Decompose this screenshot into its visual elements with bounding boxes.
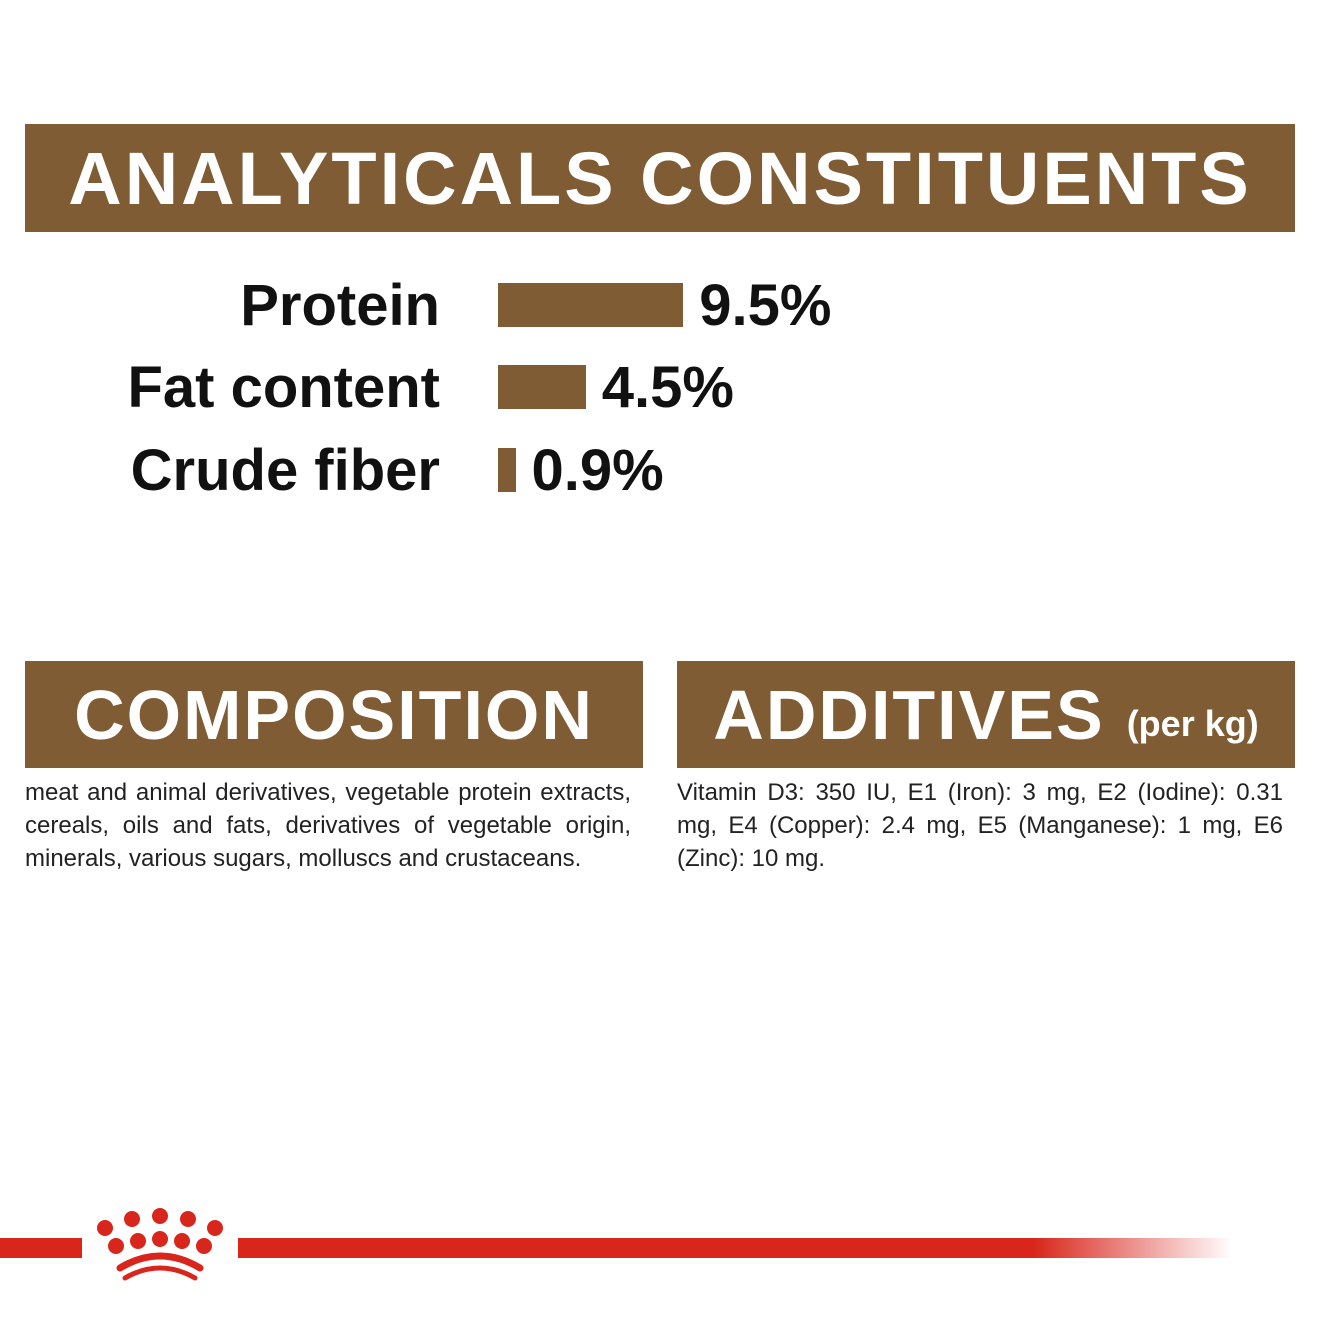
footer-red-line-left xyxy=(0,1238,82,1258)
composition-text: meat and animal derivatives, vegetable p… xyxy=(25,779,631,872)
analytical-constituents-header: ANALYTICALS CONSTITUENTS xyxy=(25,124,1295,232)
additives-subtitle: (per kg) xyxy=(1126,702,1259,744)
constituent-row-protein: Protein 9.5% xyxy=(0,270,831,340)
composition-title: COMPOSITION xyxy=(74,675,594,754)
constituent-bar xyxy=(498,283,684,327)
additives-header: ADDITIVES (per kg) xyxy=(677,661,1295,768)
additives-title: ADDITIVES xyxy=(713,675,1105,754)
constituent-row-fat: Fat content 4.5% xyxy=(0,352,734,422)
additives-text: Vitamin D3: 350 IU, E1 (Iron): 3 mg, E2 … xyxy=(677,779,1283,872)
constituent-bar xyxy=(498,448,516,492)
constituent-value: 0.9% xyxy=(531,437,664,503)
constituent-label: Protein xyxy=(240,272,440,338)
header-title: ANALYTICALS CONSTITUENTS xyxy=(68,136,1252,220)
constituent-label: Fat content xyxy=(127,354,440,420)
footer-red-line-right xyxy=(238,1238,1233,1258)
royal-crown-logo-icon xyxy=(97,1208,223,1281)
constituent-bar xyxy=(498,365,586,409)
constituent-value: 4.5% xyxy=(601,354,734,420)
constituent-label: Crude fiber xyxy=(130,437,440,503)
composition-header: COMPOSITION xyxy=(25,661,643,768)
constituent-value: 9.5% xyxy=(699,272,832,338)
constituent-row-fiber: Crude fiber 0.9% xyxy=(0,435,664,505)
